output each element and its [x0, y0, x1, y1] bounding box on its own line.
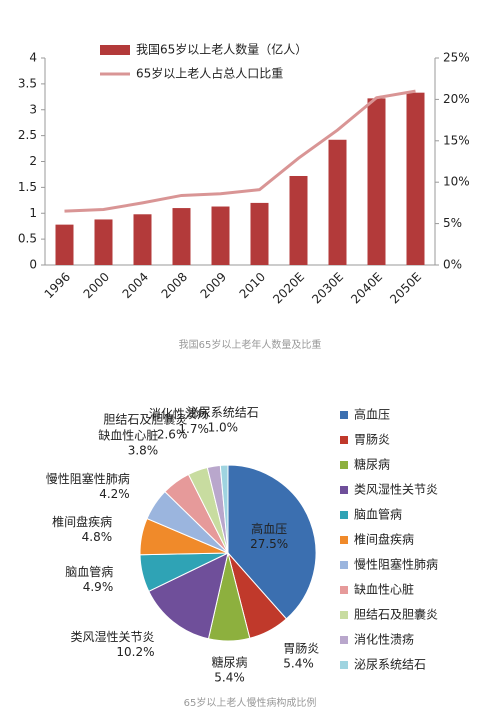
y-tick-label: 3	[29, 102, 37, 116]
y-tick-label: 1	[29, 206, 37, 220]
slice-value-label: 5.4%	[283, 657, 314, 671]
legend-label: 糖尿病	[354, 457, 390, 472]
x-tick-label: 2009	[198, 270, 229, 301]
bar	[55, 224, 74, 265]
legend-label: 胃肠炎	[354, 433, 390, 447]
x-tick-label: 2004	[120, 270, 151, 301]
legend-swatch	[340, 461, 348, 469]
chart-caption: 我国65岁以上老年人数量及比重	[179, 338, 322, 351]
bar	[289, 175, 308, 265]
slice-label: 胃肠炎	[283, 642, 319, 656]
bar	[406, 92, 425, 265]
slice-value-label: 4.8%	[82, 530, 113, 544]
slice-value-label: 1.0%	[208, 421, 239, 435]
pie-slice	[219, 464, 229, 554]
y2-tick-label: 10%	[443, 175, 470, 189]
y2-tick-label: 5%	[443, 216, 462, 230]
slice-value-label: 2.6%	[157, 428, 188, 442]
x-tick-label: 2030E	[309, 270, 346, 307]
slice-label: 类风湿性关节炎	[70, 629, 154, 644]
x-tick-label: 2008	[159, 270, 190, 301]
slice-label: 椎间盘疾病	[52, 514, 112, 529]
slice-label: 高血压	[251, 521, 287, 536]
y-tick-label: 3.5	[18, 76, 37, 90]
slice-label: 消化性溃疡	[149, 406, 209, 421]
legend-swatch	[340, 511, 348, 519]
y2-tick-label: 20%	[443, 92, 470, 106]
legend-swatch	[340, 486, 348, 494]
pie-slice	[148, 552, 229, 640]
x-tick-label: 1996	[42, 270, 73, 301]
x-tick-label: 2010	[237, 270, 268, 301]
legend-label: 消化性溃疡	[354, 632, 414, 647]
legend-swatch	[340, 561, 348, 569]
legend-swatch	[340, 586, 348, 594]
slice-value-label: 4.9%	[83, 580, 114, 594]
y-tick-label: 4	[29, 51, 37, 65]
slice-value-label: 3.8%	[128, 443, 159, 457]
slice-value-label: 27.5%	[250, 537, 288, 551]
legend-label: 类风湿性关节炎	[354, 482, 438, 497]
y2-tick-label: 25%	[443, 51, 470, 65]
slice-label: 缺血性心脏	[98, 427, 158, 442]
x-tick-label: 2020E	[270, 270, 307, 307]
slice-label: 胆结石及胆囊炎	[103, 412, 187, 427]
slice-value-label: 5.4%	[214, 670, 245, 684]
chart-caption: 65岁以上老人慢性病构成比例	[184, 696, 317, 709]
legend-swatch	[340, 536, 348, 544]
legend-swatch	[340, 661, 348, 669]
legend-swatch	[340, 611, 348, 619]
y2-tick-label: 0%	[443, 258, 462, 272]
bar	[211, 206, 230, 265]
x-tick-label: 2050E	[387, 270, 424, 307]
slice-label: 慢性阻塞性肺病	[46, 471, 130, 486]
legend-label: 慢性阻塞性肺病	[354, 557, 438, 572]
bar	[94, 219, 113, 265]
legend-label: 泌尿系统结石	[354, 658, 426, 672]
y-tick-label: 0.5	[18, 232, 37, 246]
bar	[328, 139, 347, 265]
legend-label: 椎间盘疾病	[354, 532, 414, 547]
slice-label: 糖尿病	[212, 654, 248, 669]
bar	[250, 202, 269, 265]
y2-tick-label: 15%	[443, 133, 470, 147]
bar	[172, 208, 191, 265]
y-tick-label: 2	[29, 154, 37, 168]
legend-label: 65岁以上老人占总人口比重	[136, 66, 283, 81]
legend-swatch	[100, 45, 130, 55]
legend-label: 胆结石及胆囊炎	[354, 607, 438, 622]
legend-swatch	[340, 411, 348, 419]
slice-value-label: 10.2%	[116, 645, 154, 659]
pie-slice	[227, 464, 317, 620]
slice-value-label: 4.2%	[99, 487, 130, 501]
legend-label: 缺血性心脏	[354, 582, 414, 597]
x-tick-label: 2000	[81, 270, 112, 301]
legend-label: 我国65岁以上老人数量（亿人）	[136, 42, 307, 57]
legend-label: 高血压	[354, 407, 390, 422]
y-tick-label: 2.5	[18, 128, 37, 142]
slice-label: 泌尿系统结石	[187, 406, 259, 420]
legend-swatch	[340, 436, 348, 444]
line	[64, 89, 416, 213]
legend-swatch	[340, 636, 348, 644]
y-tick-label: 1.5	[18, 180, 37, 194]
slice-label: 脑血管病	[65, 564, 113, 579]
bar	[367, 98, 386, 266]
slice-value-label: 1.7%	[178, 422, 209, 436]
x-tick-label: 2040E	[348, 270, 385, 307]
legend-label: 脑血管病	[354, 507, 402, 522]
bar	[133, 214, 152, 265]
y-tick-label: 0	[29, 258, 37, 272]
